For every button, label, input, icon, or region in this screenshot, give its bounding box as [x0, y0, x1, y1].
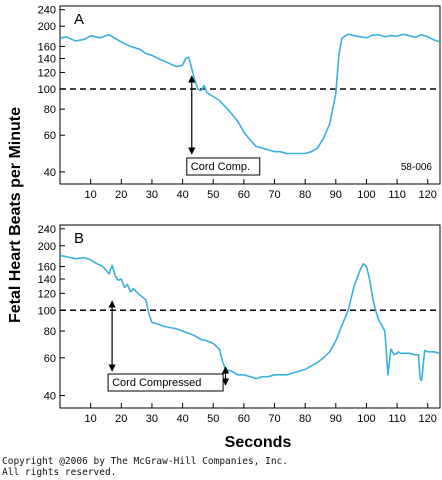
y-tick-label: 240 [38, 224, 56, 236]
x-tick-label: 30 [146, 413, 158, 425]
x-tick-label: 40 [176, 413, 188, 425]
x-tick-label: 70 [268, 413, 280, 425]
x-tick-label: 110 [388, 189, 406, 201]
annotation-label: Cord Comp. [191, 161, 250, 173]
copyright-line-2: All rights reserved. [2, 467, 117, 478]
panel-label: A [74, 11, 84, 28]
figure-id-label: 58-006 [401, 162, 433, 173]
x-tick-label: 100 [357, 413, 375, 425]
x-tick-label: 10 [85, 189, 97, 201]
x-tick-label: 20 [115, 189, 127, 201]
y-tick-label: 200 [38, 241, 56, 253]
heart-rate-series-line [59, 254, 441, 382]
x-tick-label: 50 [207, 413, 219, 425]
x-tick-label: 10 [85, 413, 97, 425]
y-tick-label: 200 [38, 21, 56, 33]
x-axis-label: Seconds [225, 434, 292, 451]
heart-rate-series-line [59, 33, 441, 155]
y-tick-label: 60 [44, 353, 56, 365]
y-tick-label: 100 [38, 305, 56, 317]
plot-frame [59, 5, 441, 185]
x-tick-label: 80 [299, 189, 311, 201]
copyright-notice: Copyright @2006 by The McGraw-Hill Compa… [2, 456, 432, 478]
y-tick-label: 120 [38, 67, 56, 79]
annotation-box [107, 373, 224, 392]
y-tick-label: 120 [38, 288, 56, 300]
y-tick-label: 60 [44, 130, 56, 142]
x-tick-label: 110 [388, 413, 406, 425]
copyright-line-1: Copyright @2006 by The McGraw-Hill Compa… [2, 456, 288, 467]
x-tick-label: 20 [115, 413, 127, 425]
x-tick-label: 120 [419, 413, 437, 425]
x-tick-label: 60 [238, 413, 250, 425]
x-tick-label: 90 [330, 413, 342, 425]
chart-panel-b: 10 20 30 40 50 60 70 80 90 100 110 120 40 60 80 100 120 1… [38, 224, 441, 425]
x-tick-label: 60 [238, 189, 250, 201]
x-tick-label: 90 [330, 189, 342, 201]
y-tick-label: 240 [38, 5, 56, 17]
y-tick-label: 100 [38, 84, 56, 96]
x-tick-label: 100 [357, 189, 375, 201]
x-tick-label: 120 [419, 189, 437, 201]
y-tick-label: 40 [44, 167, 56, 179]
y-tick-label: 160 [38, 262, 56, 274]
panel-label: B [74, 230, 84, 247]
y-tick-label: 80 [44, 326, 56, 338]
y-tick-label: 160 [38, 41, 56, 53]
y-tick-label: 40 [44, 391, 56, 403]
chart-panel-a: 10 20 30 40 50 60 70 80 90 100 110 120 40 60 80 100 120 1… [38, 5, 441, 201]
y-axis-label: Fetal Heart Beats per Minute [7, 107, 24, 323]
y-tick-label: 140 [38, 53, 56, 65]
plot-frame [59, 224, 441, 409]
x-tick-label: 30 [146, 189, 158, 201]
annotation-box [186, 157, 261, 176]
x-tick-label: 70 [268, 189, 280, 201]
annotation-label: Cord Compressed [112, 377, 201, 389]
y-tick-label: 80 [44, 104, 56, 116]
x-tick-label: 40 [176, 189, 188, 201]
x-tick-label: 80 [299, 413, 311, 425]
x-tick-label: 50 [207, 189, 219, 201]
y-tick-label: 140 [38, 274, 56, 286]
